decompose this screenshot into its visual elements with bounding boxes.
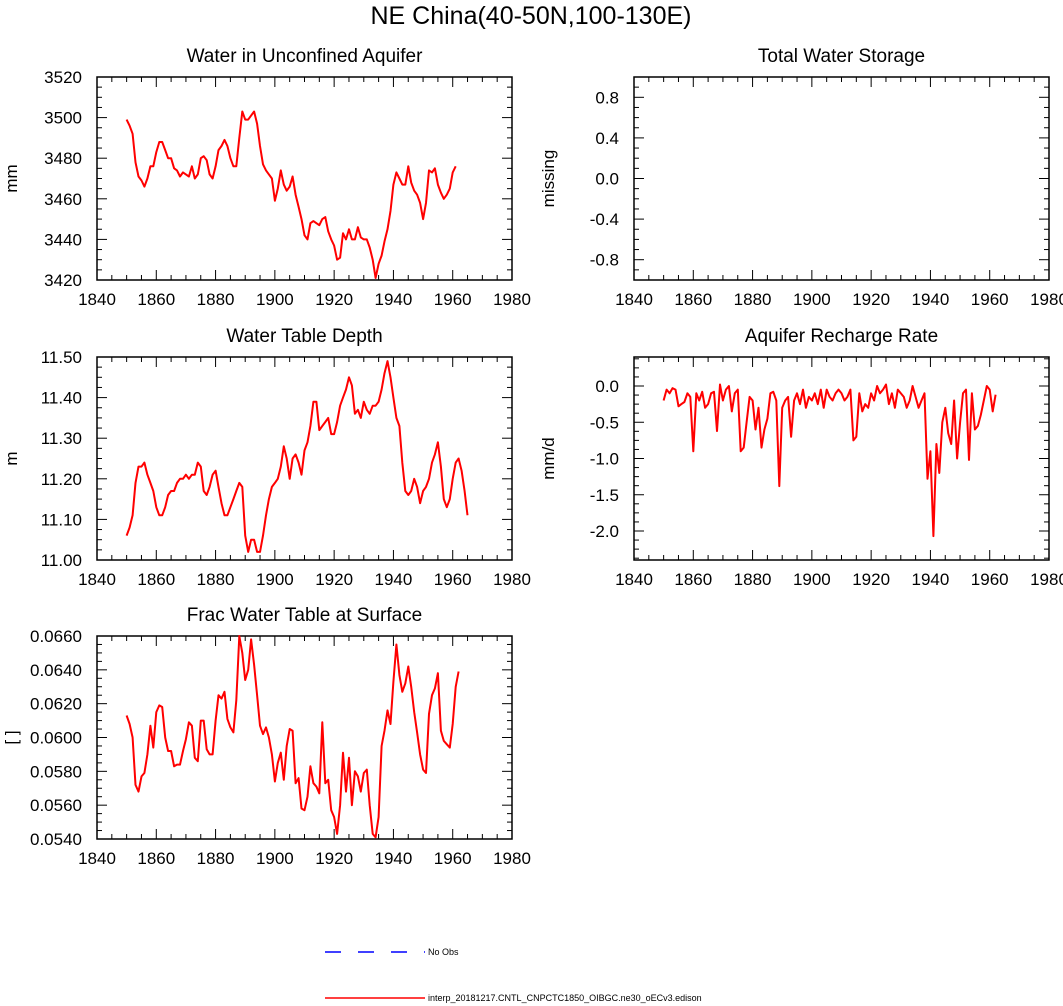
y-axis-label: [ ]	[2, 730, 21, 744]
legend-model-label: interp_20181217.CNTL_CNPCTC1850_OIBGC.ne…	[428, 993, 702, 1003]
y-axis-label: missing	[539, 150, 558, 208]
chart-panel-unconfined: Water in Unconfined Aquifer mm 1840 1860 188…	[2, 46, 531, 309]
series-line-unconfined	[125, 110, 457, 279]
y-tick-label: 3480	[44, 149, 82, 168]
x-tick-label: 1900	[793, 290, 831, 309]
x-tick-label: 1840	[615, 290, 653, 309]
legend: No Obs interp_20181217.CNTL_CNPCTC1850_O…	[325, 947, 702, 1003]
y-tick-label: 11.40	[41, 389, 82, 408]
series-line-wtd	[125, 360, 469, 553]
x-tick-label: 1940	[912, 290, 950, 309]
main-title: NE China(40-50N,100-130E)	[370, 2, 691, 30]
x-tick-label: 1920	[315, 290, 353, 309]
x-tick-label: 1860	[137, 849, 175, 868]
panel-title: Aquifer Recharge Rate	[745, 326, 938, 347]
y-tick-label: 0.0	[595, 377, 619, 396]
x-tick-label: 1920	[852, 290, 890, 309]
panel-title: Total Water Storage	[758, 46, 925, 67]
x-tick-label: 1980	[493, 570, 531, 589]
x-tick-label: 1960	[971, 570, 1009, 589]
x-tick-label: 1880	[734, 570, 772, 589]
x-tick-label: 1940	[912, 570, 950, 589]
x-tick-label: 1920	[315, 570, 353, 589]
y-tick-label: 0.0560	[30, 796, 82, 815]
y-tick-label: 11.50	[41, 348, 82, 367]
chart-panel-frac: Frac Water Table at Surface [ ] 1840 1860 18…	[2, 605, 531, 868]
y-tick-label: 11.30	[41, 429, 82, 448]
y-tick-label: 11.20	[41, 470, 82, 489]
x-tick-label: 1860	[674, 570, 712, 589]
series-line-frac	[125, 635, 460, 839]
x-tick-label: 1860	[137, 570, 175, 589]
y-tick-label: 0.0660	[30, 627, 82, 646]
x-tick-label: 1840	[615, 570, 653, 589]
x-tick-label: 1860	[137, 290, 175, 309]
x-tick-label: 1980	[493, 849, 531, 868]
y-tick-label: 0.8	[595, 88, 619, 107]
y-tick-label: 11.10	[41, 510, 82, 529]
x-tick-label: 1920	[852, 570, 890, 589]
y-tick-label: -1.0	[590, 450, 619, 469]
x-tick-label: 1860	[674, 290, 712, 309]
panel-title: Water in Unconfined Aquifer	[187, 46, 424, 67]
x-tick-label: 1880	[197, 849, 235, 868]
y-tick-label: 0.0540	[30, 830, 82, 849]
x-tick-label: 1960	[434, 849, 472, 868]
y-tick-label: -1.5	[590, 486, 619, 505]
y-axis-label: mm/d	[539, 437, 558, 480]
y-tick-label: 0.0640	[30, 661, 82, 680]
x-tick-label: 1940	[375, 849, 413, 868]
y-tick-label: 0.4	[595, 129, 619, 148]
x-tick-label: 1920	[315, 849, 353, 868]
y-tick-label: 0.0580	[30, 762, 82, 781]
x-tick-label: 1960	[434, 290, 472, 309]
y-tick-label: 0.0	[595, 170, 619, 189]
x-tick-label: 1980	[493, 290, 531, 309]
plot-frame	[96, 76, 513, 281]
x-tick-label: 1980	[1030, 570, 1063, 589]
y-axis-label: m	[2, 451, 21, 465]
chart-panel-recharge: Aquifer Recharge Rate mm/d 1840 1860 1880 190…	[539, 326, 1063, 589]
y-tick-label: 3460	[44, 190, 82, 209]
x-tick-label: 1960	[971, 290, 1009, 309]
y-axis-label: mm	[2, 164, 21, 192]
y-tick-label: 3520	[44, 68, 82, 87]
x-tick-label: 1900	[256, 290, 294, 309]
x-tick-label: 1900	[793, 570, 831, 589]
x-tick-label: 1880	[197, 290, 235, 309]
x-tick-label: 1960	[434, 570, 472, 589]
x-tick-label: 1980	[1030, 290, 1063, 309]
x-tick-label: 1900	[256, 849, 294, 868]
y-tick-label: -0.4	[590, 210, 619, 229]
x-tick-label: 1940	[375, 570, 413, 589]
y-tick-label: -0.5	[590, 413, 619, 432]
y-tick-label: 11.00	[41, 551, 82, 570]
chart-panel-tws: Total Water Storage missing 1840 1860 1880 19…	[539, 46, 1063, 309]
x-tick-label: 1900	[256, 570, 294, 589]
chart-panel-wtd: Water Table Depth m 1840 1860 1880 1900 1920 19…	[2, 326, 531, 589]
x-tick-label: 1840	[78, 290, 116, 309]
legend-obs-label: No Obs	[428, 947, 459, 957]
y-tick-label: -2.0	[590, 522, 619, 541]
x-tick-label: 1940	[375, 290, 413, 309]
y-tick-label: 0.0600	[30, 729, 82, 748]
panel-title: Frac Water Table at Surface	[187, 605, 423, 626]
x-tick-label: 1840	[78, 570, 116, 589]
y-tick-label: 0.0620	[30, 695, 82, 714]
y-tick-label: -0.8	[590, 251, 619, 270]
x-tick-label: 1880	[734, 290, 772, 309]
y-tick-label: 3500	[44, 109, 82, 128]
panel-title: Water Table Depth	[226, 326, 382, 347]
y-tick-label: 3440	[44, 230, 82, 249]
series-line-recharge	[662, 383, 997, 538]
x-tick-label: 1880	[197, 570, 235, 589]
x-tick-label: 1840	[78, 849, 116, 868]
plot-frame	[633, 76, 1050, 281]
y-tick-label: 3420	[44, 271, 82, 290]
